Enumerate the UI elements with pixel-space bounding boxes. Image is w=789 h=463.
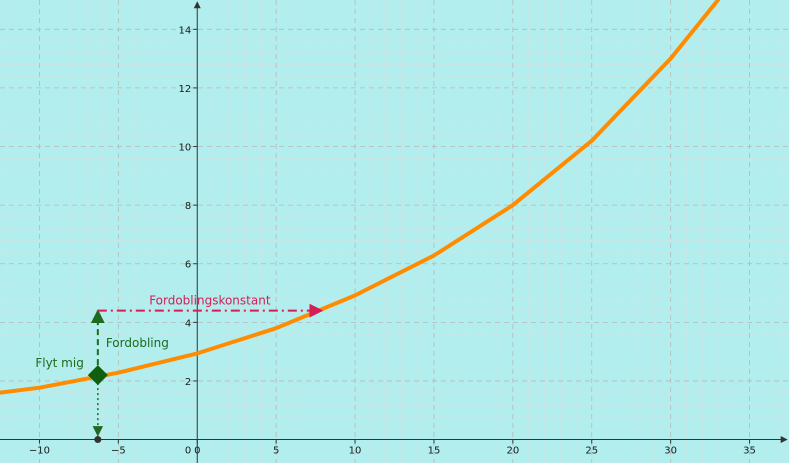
y-tick-label: 12 (179, 84, 192, 95)
y-tick-label: 8 (185, 201, 191, 212)
doubling-constant-label: Fordoblingskonstant (149, 294, 271, 308)
y-tick-label: 2 (185, 377, 191, 388)
x-tick-label: 35 (743, 446, 756, 457)
y-tick-label: 6 (185, 260, 191, 271)
x-tick-label: −10 (29, 446, 50, 457)
origin-label: 0 (185, 446, 191, 457)
movable-point[interactable] (87, 365, 108, 386)
x-tick-label: −5 (111, 446, 126, 457)
movable-point-label: Flyt mig (35, 356, 84, 370)
x-tick-label: 10 (349, 446, 362, 457)
x-tick-label: 5 (273, 446, 279, 457)
y-tick-label: 10 (179, 143, 192, 154)
y-tick-label: 4 (185, 318, 191, 329)
tick-labels: −10 −5 0 5 10 15 20 25 30 35 2 4 6 8 10 12 14 0 (29, 25, 756, 456)
x-tick-label: 30 (664, 446, 677, 457)
doubling-label: Fordobling (106, 336, 169, 350)
y-tick-label: 14 (179, 25, 192, 36)
x-axis-point (94, 436, 102, 444)
annotations (87, 303, 324, 444)
x-tick-label: 25 (585, 446, 598, 457)
x-tick-label: 20 (506, 446, 519, 457)
x-tick-label: 0 (194, 446, 200, 457)
x-tick-label: 15 (428, 446, 441, 457)
